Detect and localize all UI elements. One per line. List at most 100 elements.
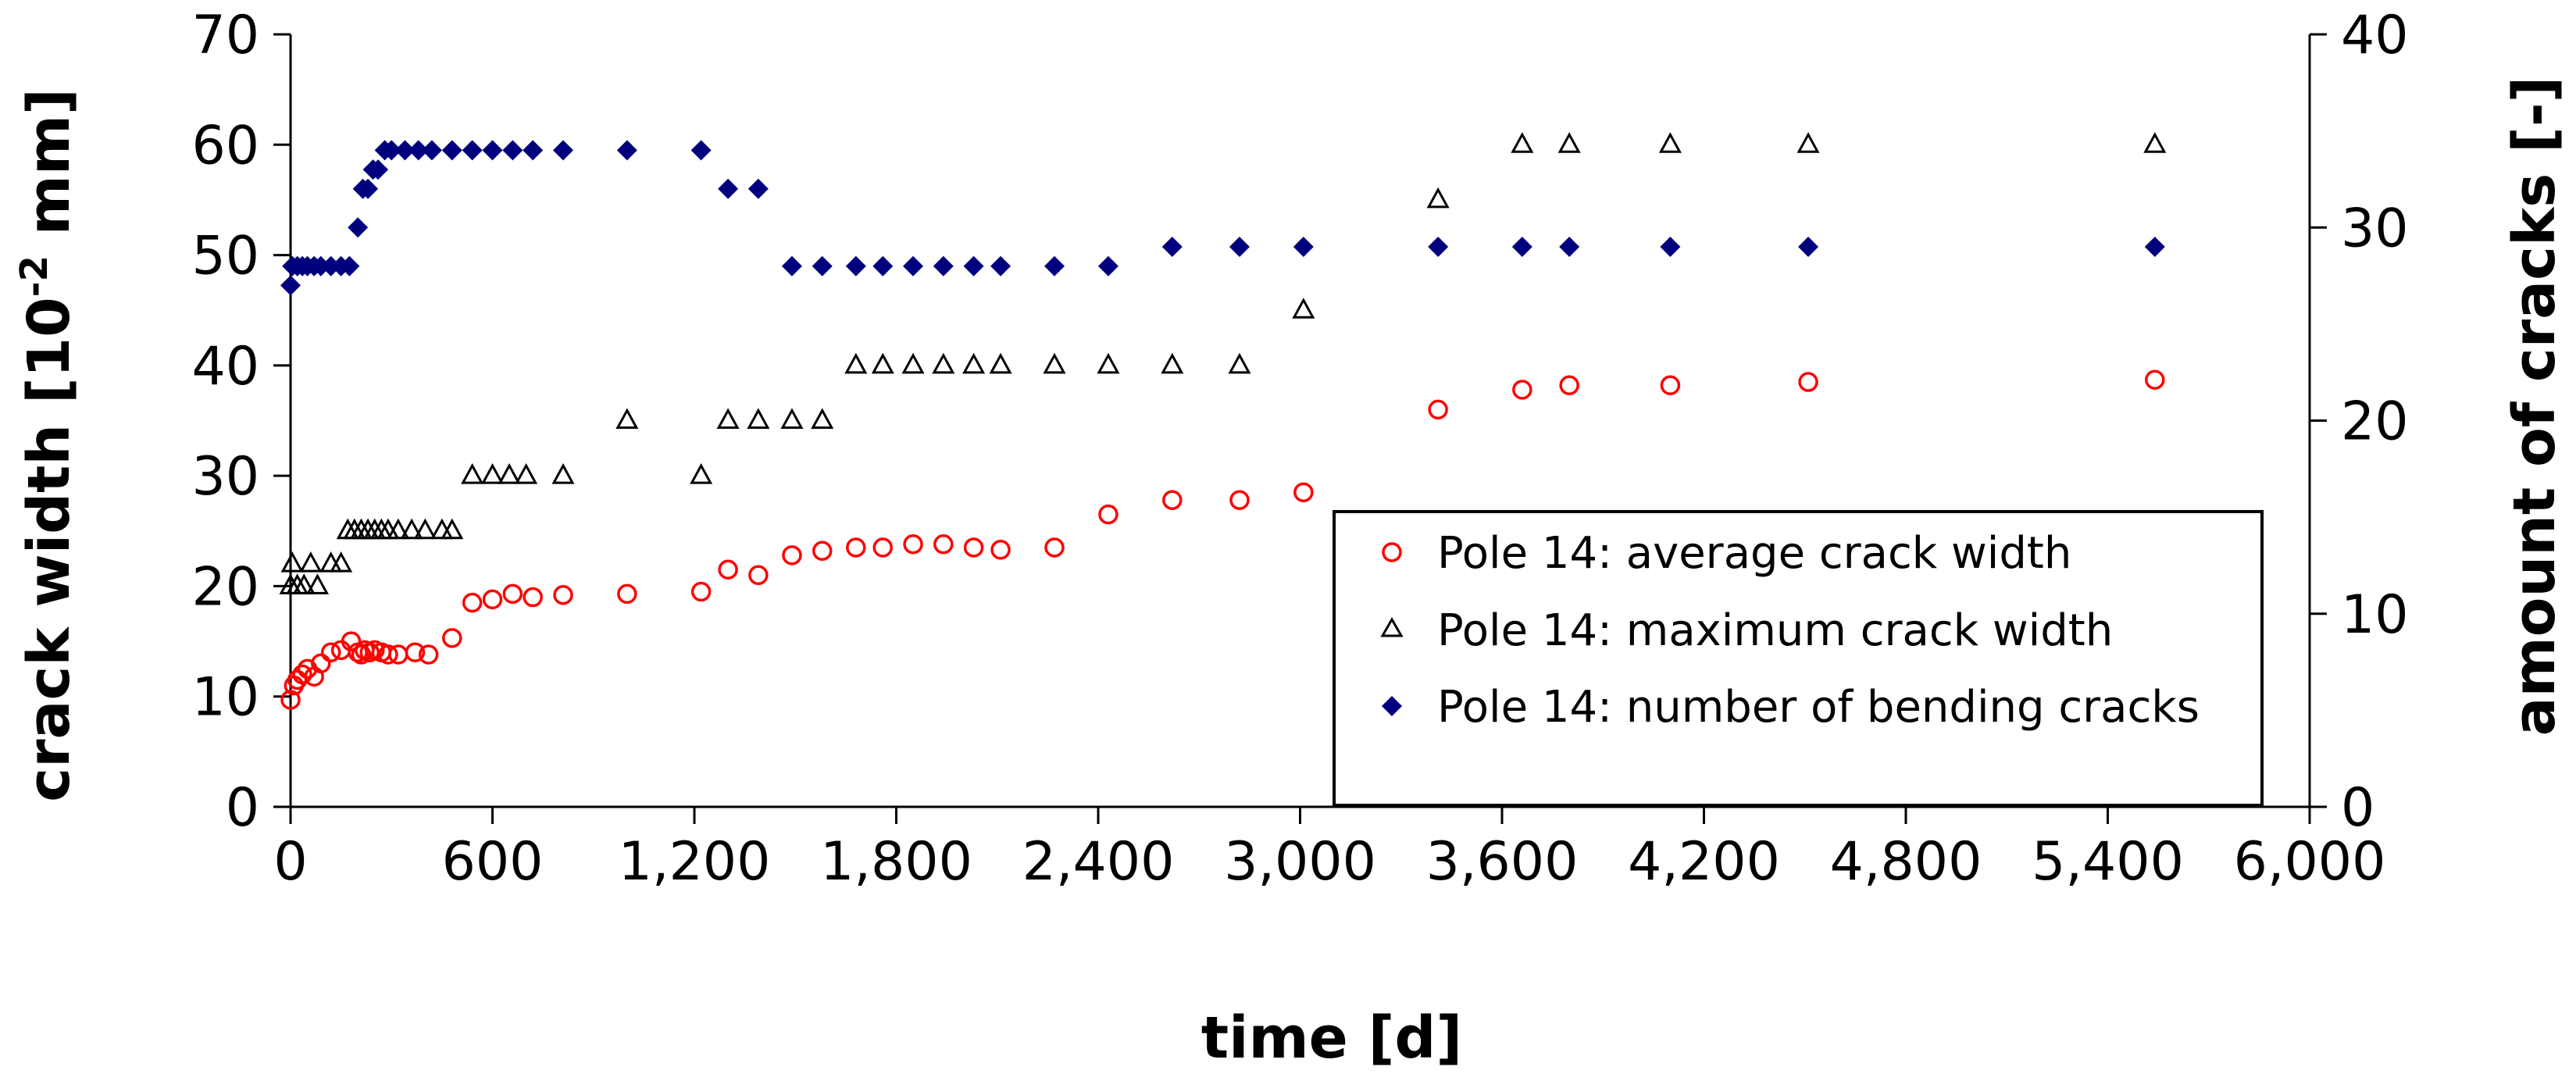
- maximum-crack-width-point: [615, 408, 639, 429]
- average-crack-width-point: [1559, 375, 1579, 396]
- maximum-crack-width-point: [1426, 187, 1450, 209]
- average-crack-width-point: [782, 545, 802, 565]
- average-crack-width-point: [553, 584, 573, 605]
- maximum-crack-width-point: [1658, 132, 1682, 153]
- average-crack-width-point: [405, 642, 426, 662]
- average-crack-width-point: [1044, 537, 1065, 558]
- maximum-crack-width-point: [551, 463, 575, 484]
- average-crack-width-point: [1229, 490, 1250, 510]
- maximum-crack-width-point: [305, 573, 329, 594]
- average-crack-width-point: [482, 589, 503, 610]
- y2-axis-title: amount of cracks [-]: [2501, 77, 2568, 737]
- maximum-crack-width-point: [1511, 132, 1534, 153]
- average-crack-width-point: [690, 581, 712, 602]
- bending-cracks-point: [747, 178, 769, 199]
- maximum-crack-width-point: [1043, 352, 1066, 374]
- x-tick-label: 6,000: [2234, 831, 2386, 893]
- bending-cracks-point: [358, 178, 379, 199]
- maximum-crack-width-point: [962, 352, 986, 374]
- maximum-crack-width-point: [400, 518, 423, 540]
- maximum-crack-width-point: [690, 463, 713, 484]
- legend-marker-average: [1382, 542, 1402, 562]
- series-3: [280, 140, 2165, 296]
- y-tick-label: 50: [191, 226, 259, 287]
- average-crack-width-point: [1428, 399, 1448, 420]
- data-marks: [279, 132, 2167, 710]
- average-crack-width-point: [462, 592, 483, 613]
- x-tick-label: 4,200: [1628, 831, 1780, 893]
- bending-cracks-point: [394, 140, 416, 161]
- maximum-crack-width-point: [780, 408, 804, 429]
- bending-cracks-point: [812, 255, 833, 276]
- series-1: [280, 369, 2165, 710]
- y2-tick-label: 0: [2341, 777, 2374, 839]
- bending-cracks-point: [552, 140, 573, 161]
- average-crack-width-point: [1098, 504, 1119, 525]
- legend-marker-bending: [1382, 696, 1402, 716]
- y-tick-label: 0: [226, 777, 259, 839]
- legend-label-bending: Pole 14: number of bending cracks: [1437, 682, 2200, 733]
- bending-cracks-point: [1559, 236, 1580, 257]
- bending-cracks-point: [339, 255, 360, 276]
- average-crack-width-point: [320, 642, 341, 662]
- bending-cracks-point: [690, 140, 712, 161]
- average-crack-width-point: [718, 559, 738, 580]
- average-crack-width-point: [442, 628, 462, 648]
- average-crack-width-point: [418, 644, 439, 665]
- y-axis-title-tail: mm]: [16, 88, 83, 255]
- average-crack-width-point: [388, 644, 409, 665]
- average-crack-width-point: [963, 537, 984, 558]
- bending-cracks-point: [441, 140, 462, 161]
- average-crack-width-point: [617, 583, 637, 605]
- y-axis-title-main: crack width [10: [16, 297, 83, 801]
- average-crack-width-point: [990, 540, 1011, 560]
- x-axis-title: time [d]: [1201, 1004, 1462, 1072]
- maximum-crack-width-point: [330, 551, 353, 573]
- maximum-crack-width-point: [871, 352, 894, 374]
- average-crack-width-point: [292, 664, 312, 685]
- legend-label-maximum: Pole 14: maximum crack width: [1437, 605, 2113, 656]
- bending-cracks-point: [1428, 236, 1449, 257]
- bending-cracks-point: [872, 255, 894, 276]
- average-crack-width-point: [378, 644, 398, 665]
- maximum-crack-width-point: [747, 408, 770, 429]
- maximum-crack-width-point: [989, 352, 1012, 374]
- bending-cracks-point: [280, 275, 301, 296]
- y2-tick-label: 30: [2341, 198, 2409, 259]
- y-axis-title-sup: -2: [12, 255, 56, 297]
- legend-marker-maximum: [1380, 616, 1404, 637]
- maximum-crack-width-point: [2143, 132, 2167, 153]
- bending-cracks-point: [990, 255, 1011, 276]
- average-crack-width-point: [1162, 490, 1183, 510]
- average-crack-width-point: [523, 587, 543, 608]
- x-tick-label: 0: [273, 831, 307, 893]
- average-crack-width-point: [748, 565, 769, 586]
- bending-cracks-point: [1229, 236, 1250, 257]
- bending-cracks-point: [482, 140, 503, 161]
- y-tick-label: 20: [191, 556, 259, 618]
- average-crack-width-point: [1512, 380, 1532, 400]
- average-crack-width-point: [341, 631, 362, 651]
- average-crack-width-point: [872, 537, 894, 558]
- average-crack-width-point: [2145, 369, 2165, 390]
- bending-cracks-point: [1293, 236, 1314, 257]
- legend: Pole 14: average crack width Pole 14: ma…: [1333, 510, 2264, 807]
- y-tick-label: 10: [191, 667, 259, 729]
- maximum-crack-width-point: [280, 551, 304, 573]
- average-crack-width-point: [280, 690, 301, 710]
- average-crack-width-point: [1660, 375, 1681, 396]
- x-tick-label: 2,400: [1022, 831, 1175, 893]
- bending-cracks-point: [933, 255, 954, 276]
- y-tick-label: 30: [191, 446, 259, 508]
- bending-cracks-point: [903, 255, 924, 276]
- maximum-crack-width-point: [1292, 298, 1315, 319]
- bending-cracks-point: [368, 159, 389, 180]
- bending-cracks-point: [408, 140, 429, 161]
- y2-tick-label: 40: [2341, 5, 2409, 66]
- x-tick-label: 4,800: [1830, 831, 1982, 893]
- maximum-crack-width-point: [498, 463, 521, 484]
- average-crack-width-point: [1798, 372, 1818, 392]
- maximum-crack-width-point: [1796, 132, 1820, 153]
- maximum-crack-width-point: [441, 518, 464, 540]
- maximum-crack-width-point: [480, 463, 505, 484]
